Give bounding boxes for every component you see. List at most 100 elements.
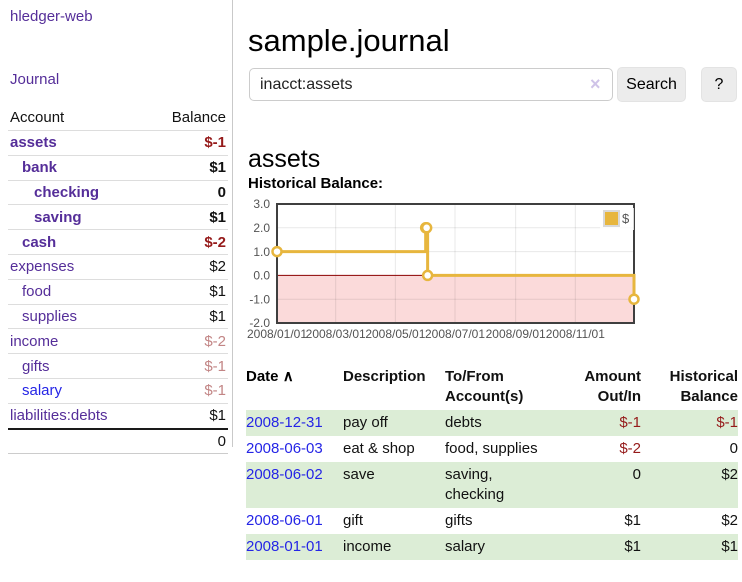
transaction-date-link[interactable]: 2008-06-02 <box>246 466 323 483</box>
sidebar-account-cash[interactable]: cash <box>22 233 57 251</box>
transaction-date-link[interactable]: 2008-06-01 <box>246 512 323 529</box>
sidebar-row: gifts $-1 <box>8 353 228 378</box>
transaction-description: pay off <box>343 414 388 431</box>
sidebar-account-expenses[interactable]: expenses <box>10 258 75 276</box>
data-point <box>420 222 433 234</box>
x-tick-label: 2008/03/01 <box>306 327 366 341</box>
account-balance: $-1 <box>204 382 226 400</box>
transaction-balance: $1 <box>721 538 738 555</box>
transaction-amount: 0 <box>632 466 641 483</box>
accounts-sidebar: Account Balance assets $-1 bank $1 check… <box>8 104 228 455</box>
sidebar-row: income $-2 <box>8 328 228 353</box>
app-brand-link[interactable]: hledger-web <box>10 8 93 25</box>
account-page-title: assets <box>248 144 321 173</box>
y-tick-label: 3.0 <box>253 198 270 211</box>
y-tick-label: -2.0 <box>249 316 270 330</box>
sidebar-account-salary[interactable]: salary <box>22 382 63 400</box>
transaction-description: save <box>343 466 375 483</box>
transaction-accounts: gifts <box>445 512 473 529</box>
sort-by-date-link[interactable]: Date ∧ <box>246 368 294 385</box>
sidebar-row: cash $-2 <box>8 229 228 254</box>
legend-swatch <box>603 210 620 227</box>
y-tick-label: 1.0 <box>253 245 270 259</box>
register-row: 2008-06-02 save saving, checking 0 $2 <box>246 462 738 508</box>
transaction-amount: $-2 <box>619 440 641 457</box>
sidebar-row: supplies $1 <box>8 303 228 329</box>
account-balance: $1 <box>209 159 226 177</box>
sort-ascending-icon: ∧ <box>282 368 294 385</box>
historical-balance-chart: 3.0 2.0 1.0 0.0 -1.0 -2.02008/01/012008/03/01… <box>247 198 640 341</box>
account-balance: 0 <box>217 183 226 201</box>
accounts-column-header: To/From Account(s) <box>445 368 524 405</box>
account-balance: $1 <box>209 283 226 301</box>
search-input[interactable] <box>249 68 613 101</box>
search-button[interactable]: Search <box>617 67 686 102</box>
transaction-balance: $2 <box>721 466 738 483</box>
amount-column-header: Amount Out/In <box>584 368 641 405</box>
sidebar-divider <box>232 0 233 447</box>
balance-column-header: Balance <box>171 108 226 126</box>
account-balance: $2 <box>209 258 226 276</box>
account-balance: $1 <box>209 407 226 425</box>
data-point <box>271 245 283 258</box>
register-row: 2008-06-03 eat & shop food, supplies $-2… <box>246 436 738 462</box>
y-tick-label: -1.0 <box>249 292 270 306</box>
account-column-header: Account <box>10 108 65 126</box>
register-header-row: Date ∧ Description To/From Account(s) Am… <box>246 364 738 410</box>
nav-journal-link[interactable]: Journal <box>10 71 60 88</box>
x-tick-label: 2008/05/01 <box>365 327 425 341</box>
help-button[interactable]: ? <box>701 67 737 102</box>
sidebar-row: food $1 <box>8 278 228 304</box>
register-table: Date ∧ Description To/From Account(s) Am… <box>246 364 738 560</box>
sidebar-row: expenses $2 <box>8 253 228 279</box>
plot-border <box>276 203 635 324</box>
account-balance: $-2 <box>204 233 226 251</box>
transaction-date-link[interactable]: 2008-06-03 <box>246 440 323 457</box>
transaction-amount: $-1 <box>619 414 641 431</box>
sidebar-total-row: 0 <box>8 427 228 455</box>
x-tick-label: 2008/11/01 <box>546 327 605 341</box>
sidebar-row: liabilities:debts $1 <box>8 402 228 428</box>
register-row: 2008-01-01 income salary $1 $1 <box>246 534 738 560</box>
data-point <box>421 269 434 282</box>
sidebar-account-income[interactable]: income <box>10 332 59 350</box>
transaction-balance: $2 <box>721 512 738 529</box>
data-point <box>628 293 640 305</box>
sidebar-account-saving[interactable]: saving <box>34 208 82 226</box>
x-tick-label: 2008/01/01 <box>247 327 307 341</box>
x-tick-label: 2008/07/01 <box>425 327 485 341</box>
sidebar-account-gifts[interactable]: gifts <box>22 357 50 375</box>
transaction-amount: $1 <box>624 538 641 555</box>
transaction-description: eat & shop <box>343 440 415 457</box>
sidebar-account-liabilities-debts[interactable]: liabilities:debts <box>10 407 108 425</box>
transaction-amount: $1 <box>624 512 641 529</box>
clear-search-icon[interactable]: × <box>590 74 601 94</box>
legend-label: $ <box>622 211 630 226</box>
negative-region <box>277 275 634 323</box>
chart-title: Historical Balance: <box>248 175 384 192</box>
register-row: 2008-06-01 gift gifts $1 $2 <box>246 508 738 534</box>
sidebar-row: saving $1 <box>8 204 228 229</box>
account-balance: $1 <box>209 208 226 226</box>
sidebar-account-food[interactable]: food <box>22 283 52 301</box>
account-balance: $-1 <box>204 134 226 152</box>
transaction-balance: $-1 <box>716 414 738 431</box>
description-column-header: Description <box>343 368 426 385</box>
accounts-total-balance: 0 <box>217 432 226 450</box>
transaction-accounts: food, supplies <box>445 440 538 457</box>
transaction-accounts: debts <box>445 414 482 431</box>
sidebar-account-assets[interactable]: assets <box>10 134 57 152</box>
x-tick-label: 2008/09/01 <box>486 327 546 341</box>
transaction-date-link[interactable]: 2008-01-01 <box>246 538 323 555</box>
sidebar-row: checking 0 <box>8 179 228 205</box>
transaction-date-link[interactable]: 2008-12-31 <box>246 414 323 431</box>
register-row: 2008-12-31 pay off debts $-1 $-1 <box>246 410 738 436</box>
sidebar-row: assets $-1 <box>8 130 228 155</box>
account-balance: $-1 <box>204 357 226 375</box>
transaction-accounts: salary <box>445 538 486 555</box>
sidebar-account-checking[interactable]: checking <box>34 183 100 201</box>
account-balance: $-2 <box>204 332 226 350</box>
sidebar-account-bank[interactable]: bank <box>22 159 58 177</box>
sidebar-account-supplies[interactable]: supplies <box>22 307 78 325</box>
